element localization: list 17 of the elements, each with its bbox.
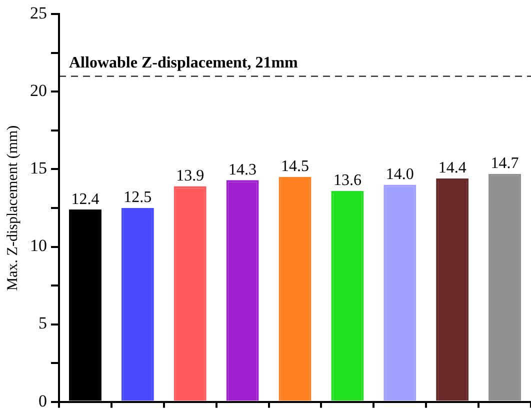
y-tick-label: 0: [38, 391, 47, 410]
data-label: 14.5: [281, 158, 309, 176]
data-label: 14.7: [490, 155, 519, 172]
y-tick-label: 5: [38, 314, 47, 333]
data-label: 12.4: [71, 190, 100, 208]
y-tick-label: 10: [30, 236, 47, 256]
data-label: 12.5: [124, 189, 152, 206]
data-label: 14.3: [228, 161, 257, 178]
y-tick-label: 25: [30, 4, 47, 23]
data-label: 14.0: [386, 166, 414, 183]
data-label: 13.6: [333, 172, 362, 190]
ref-line-label: Allowable Z-displacement, 21mm: [69, 54, 299, 72]
y-tick-label: 15: [30, 158, 47, 178]
data-label: 14.4: [438, 160, 466, 177]
data-label: 13.9: [176, 168, 204, 184]
y-tick-label: 20: [30, 81, 47, 100]
y-axis-title: Max. Z-displacement (mm): [4, 125, 21, 291]
